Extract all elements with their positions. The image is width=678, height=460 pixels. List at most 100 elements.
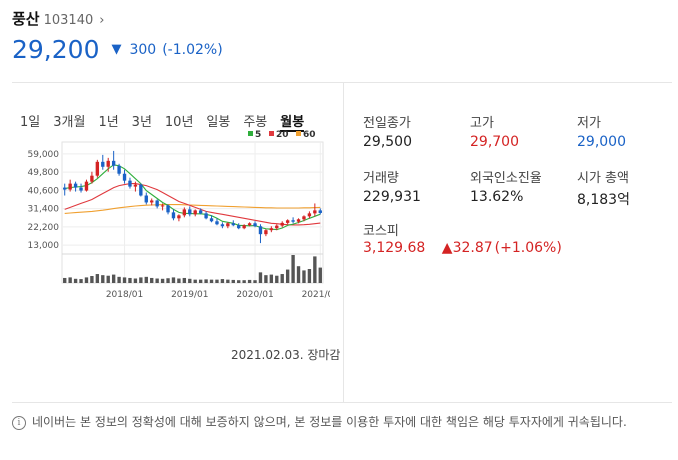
volume-bar [302, 270, 306, 283]
stat-foreign-ratio: 외국인소진율 13.62% [470, 167, 542, 205]
x-tick-label: 2020/01 [236, 290, 273, 300]
stat-volume: 거래량 229,931 [363, 167, 421, 205]
volume-bar [122, 277, 127, 283]
kospi-label[interactable]: 코스피 [363, 224, 399, 239]
y-tick-label: 49,800 [28, 168, 60, 178]
volume-bar [171, 277, 176, 283]
candle-body [144, 195, 148, 203]
current-price: 29,200 [12, 35, 100, 64]
candle-body [95, 161, 100, 176]
candle-body [215, 221, 219, 225]
candle-body [204, 213, 208, 219]
stat-value: 229,931 [363, 189, 421, 205]
stock-name[interactable]: 풍산 [12, 10, 40, 28]
period-tabs: 1일 3개월 1년 3년 10년 일봉 주봉 월봉 [20, 111, 317, 132]
legend-label: 20 [276, 130, 289, 140]
volume-bar [84, 277, 89, 283]
volume-bar [247, 279, 252, 283]
candle-body [242, 225, 246, 229]
candle-body [269, 228, 274, 231]
tab-weekly[interactable]: 주봉 [243, 115, 268, 130]
x-tick-label: 2021/01 [302, 290, 330, 300]
candle-body [84, 181, 89, 191]
volume-bar [193, 279, 197, 283]
candle-body [226, 223, 230, 227]
stat-value: 13.62% [470, 189, 524, 205]
legend-swatch [269, 131, 274, 136]
kospi-change-percent: (+1.06%) [494, 240, 562, 256]
disclaimer-text: 네이버는 본 정보의 정확성에 대해 보증하지 않으며, 본 정보를 이용한 투… [32, 415, 627, 429]
candle-body [117, 165, 121, 174]
price-change-percent: (-1.02%) [162, 41, 223, 58]
volume-bar [269, 274, 274, 283]
candle-body [258, 226, 263, 235]
volume-bar [204, 279, 208, 283]
header-divider [12, 82, 672, 83]
tab-daily[interactable]: 일봉 [206, 115, 231, 130]
volume-bar [275, 275, 279, 283]
tab-3m[interactable]: 3개월 [53, 115, 86, 130]
stat-label: 전일종가 [363, 116, 411, 131]
volume-bar [258, 272, 263, 283]
candle-body [198, 210, 203, 214]
stat-value: 29,500 [363, 134, 412, 150]
stock-chart[interactable]: 59,000 49,800 40,600 31,400 22,200 13,000 2018… [10, 128, 331, 306]
ma20-line [64, 183, 321, 226]
market-close-note: 2021.02.03. 장마감 [231, 348, 341, 362]
y-tick-label: 31,400 [28, 205, 60, 215]
candle-body [171, 212, 176, 219]
tab-1d[interactable]: 1일 [20, 115, 41, 130]
candle-body [106, 160, 110, 167]
volume-bar [220, 279, 225, 283]
y-tick-label: 40,600 [28, 186, 60, 196]
candle-body [318, 210, 322, 213]
volume-bar [166, 278, 170, 283]
candle-body [193, 210, 197, 215]
stat-high: 고가 29,700 [470, 112, 519, 150]
kospi-value: 3,129.68 [363, 240, 426, 256]
candle-body [302, 216, 306, 220]
tab-1y[interactable]: 1년 [98, 115, 119, 130]
candle-body [150, 200, 154, 203]
volume-bar [198, 279, 203, 283]
ma5-line [64, 164, 321, 231]
volume-bar [79, 279, 83, 283]
candle-body [73, 183, 78, 188]
stock-code[interactable]: 103140 [43, 13, 94, 28]
kospi-values: 3,129.68 ▲32.87 (+1.06%) [363, 240, 574, 256]
candle-body [101, 161, 105, 167]
candle-body [139, 184, 143, 196]
chevron-right-icon[interactable]: › [99, 13, 105, 28]
volume-bar [177, 278, 181, 283]
x-tick-label: 2018/01 [106, 290, 143, 300]
candle-body [133, 184, 138, 187]
tab-10y[interactable]: 10년 [164, 115, 194, 130]
candle-body [63, 187, 67, 190]
stat-prev-close: 전일종가 29,500 [363, 112, 412, 150]
y-tick-label: 13,000 [28, 241, 60, 251]
candle-body [275, 225, 279, 229]
candle-body [307, 213, 312, 217]
footer-divider [12, 402, 672, 403]
volume-bar [90, 276, 94, 283]
candle-body [68, 183, 72, 190]
volume-bar [139, 277, 143, 283]
column-divider [343, 82, 344, 402]
legend-label: 60 [303, 130, 316, 140]
volume-bar [106, 275, 110, 283]
volume-bar [264, 275, 268, 283]
ma60-line [64, 204, 321, 214]
candle-body [291, 220, 295, 222]
candle-body [90, 175, 94, 182]
kospi-label-block: 코스피 [363, 220, 399, 239]
tab-monthly[interactable]: 월봉 [280, 111, 305, 132]
candle-body [122, 173, 127, 181]
candle-body [111, 160, 116, 166]
volume-bar [73, 278, 78, 283]
volume-bar [188, 278, 192, 283]
y-tick-label: 22,200 [28, 223, 60, 233]
candle-body [209, 218, 214, 222]
candle-body [285, 220, 290, 223]
tab-3y[interactable]: 3년 [131, 115, 152, 130]
stat-value: 8,183억 [577, 192, 630, 208]
